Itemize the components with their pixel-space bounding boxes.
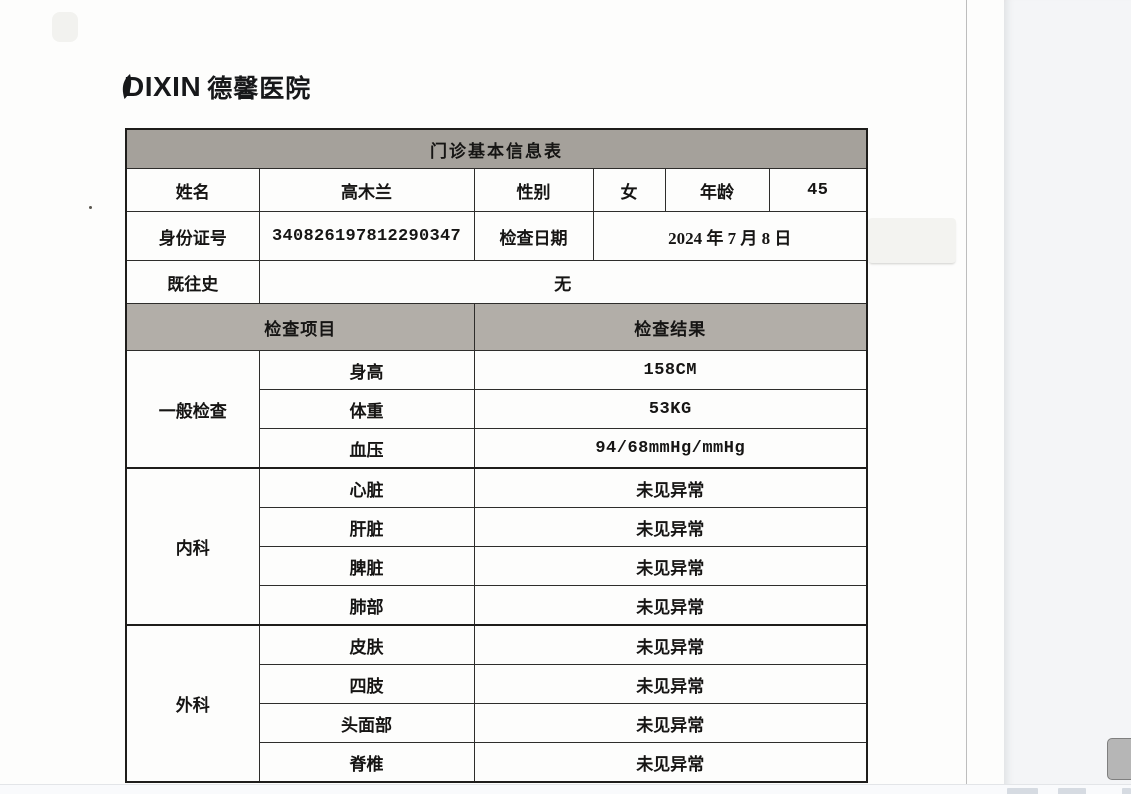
group-name-general: 一般检查 (125, 350, 260, 469)
item-result: 未见异常 (473, 585, 868, 626)
item-label: 头面部 (258, 703, 475, 743)
form-title: 门诊基本信息表 (125, 128, 868, 169)
logo-hospital-name: 德馨医院 (207, 75, 312, 103)
leaf-icon (122, 74, 132, 99)
item-label: 血压 (258, 428, 475, 469)
scan-whiteout-patch (868, 218, 956, 263)
item-label: 身高 (258, 350, 475, 390)
item-result: 158CM (473, 350, 868, 390)
gender-label: 性别 (473, 168, 594, 212)
item-result: 未见异常 (473, 742, 868, 783)
item-label: 皮肤 (258, 624, 475, 665)
item-label: 四肢 (258, 664, 475, 704)
bottom-bar-item[interactable] (1007, 788, 1038, 794)
item-result: 未见异常 (473, 507, 868, 547)
id-value: 340826197812290347 (258, 211, 475, 261)
name-value: 高木兰 (258, 168, 475, 212)
exam-date-value: 2024 年 7 月 8 日 (592, 211, 868, 261)
age-value: 45 (768, 168, 868, 212)
id-label: 身份证号 (125, 211, 260, 261)
item-label: 肺部 (258, 585, 475, 626)
item-result: 未见异常 (473, 703, 868, 743)
page-edge-line (966, 0, 967, 794)
history-label: 既往史 (125, 260, 260, 304)
section-header-item: 检查项目 (125, 303, 475, 351)
group-name-surgical: 外科 (125, 624, 260, 783)
item-label: 脾脏 (258, 546, 475, 586)
name-label: 姓名 (125, 168, 260, 212)
hospital-logo: DIXIN 德馨医院 (122, 70, 312, 104)
logo-brand-text: DIXIN (122, 71, 201, 103)
item-label: 肝脏 (258, 507, 475, 547)
group-name-internal: 内科 (125, 467, 260, 626)
section-header-result: 检查结果 (473, 303, 868, 351)
item-result: 未见异常 (473, 546, 868, 586)
scan-speck (89, 206, 92, 209)
bottom-bar-item[interactable] (1122, 788, 1131, 794)
age-label: 年龄 (664, 168, 770, 212)
bottom-bar-item[interactable] (1058, 788, 1086, 794)
scan-smudge (52, 12, 78, 42)
item-result: 未见异常 (473, 467, 868, 508)
item-label: 体重 (258, 389, 475, 429)
item-label: 脊椎 (258, 742, 475, 783)
item-result: 未见异常 (473, 624, 868, 665)
item-result: 未见异常 (473, 664, 868, 704)
history-value: 无 (258, 260, 868, 304)
item-result: 94/68mmHg/mmHg (473, 428, 868, 469)
scrollbar-thumb[interactable] (1107, 738, 1131, 780)
outpatient-info-table: 门诊基本信息表 姓名 高木兰 性别 女 年龄 45 身份证号 340826197… (125, 128, 869, 783)
gender-value: 女 (592, 168, 666, 212)
bottom-bar (0, 784, 1131, 794)
viewer-background (1004, 0, 1131, 794)
exam-date-label: 检查日期 (473, 211, 594, 261)
item-result: 53KG (473, 389, 868, 429)
item-label: 心脏 (258, 467, 475, 508)
